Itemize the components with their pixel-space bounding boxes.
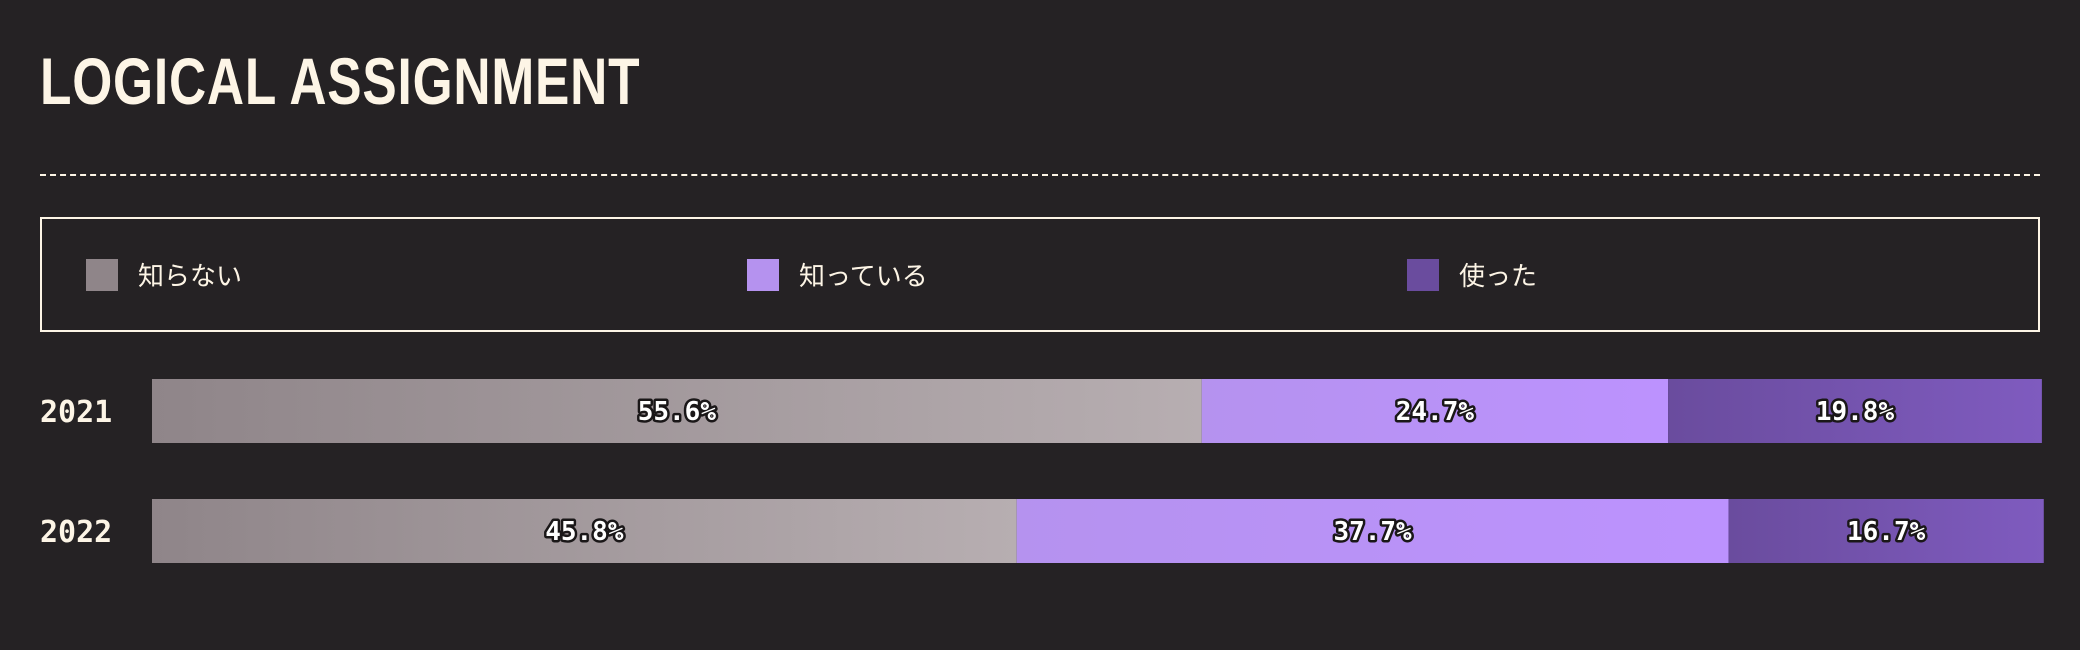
- year-label-2022: 2022: [40, 515, 112, 550]
- data-label-2022-used: 16.7%: [1847, 517, 1926, 547]
- data-label-2022-unknown: 45.8%: [545, 517, 624, 547]
- data-label-2021-unknown: 55.6%: [638, 397, 717, 427]
- data-label-2021-known: 24.7%: [1396, 397, 1475, 427]
- year-label-2021: 2021: [40, 395, 112, 430]
- data-label-2021-used: 19.8%: [1816, 397, 1895, 427]
- data-label-2022-known: 37.7%: [1333, 517, 1412, 547]
